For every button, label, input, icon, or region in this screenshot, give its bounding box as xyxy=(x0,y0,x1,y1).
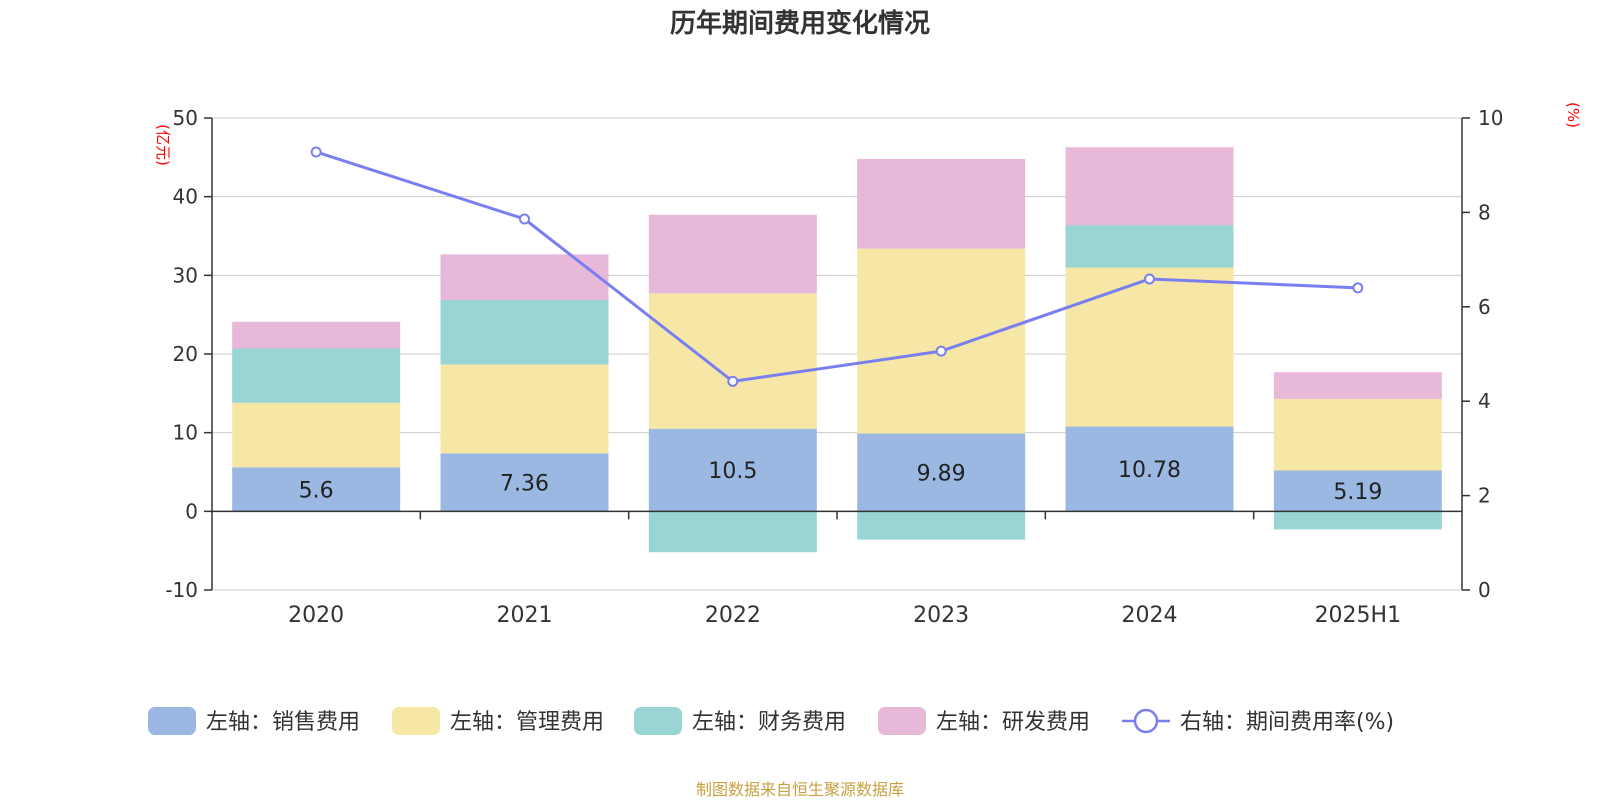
rate-point xyxy=(935,345,947,357)
legend-label: 左轴：研发费用 xyxy=(936,710,1090,735)
bar-1-2025H1 xyxy=(1273,470,1442,512)
right-axis-tick-label: 0 xyxy=(1478,578,1491,602)
x-axis-label: 2020 xyxy=(288,603,344,628)
bar-2-2023 xyxy=(857,248,1026,434)
legend-swatch xyxy=(148,707,196,735)
legend: 左轴：销售费用 左轴：管理费用 左轴：财务费用 左轴：研发费用 右轴：期间费用率(%) xyxy=(148,707,1394,735)
left-axis-tick-label: 50 xyxy=(173,106,198,130)
left-axis-tick-label: 40 xyxy=(173,185,198,209)
bar-1-2021 xyxy=(440,453,609,512)
bar-4-2023 xyxy=(857,158,1026,249)
bar-1-2022 xyxy=(648,428,817,512)
bar-4-2024 xyxy=(1065,147,1234,226)
left-axis-tick-label: 10 xyxy=(173,421,198,445)
bar-3-2024 xyxy=(1065,225,1234,268)
legend-label: 右轴：期间费用率(%) xyxy=(1180,710,1394,735)
rate-point xyxy=(519,213,530,225)
rate-point xyxy=(727,375,739,387)
right-axis-tick-label: 4 xyxy=(1478,389,1491,413)
right-axis-unit: (%) xyxy=(1564,102,1582,128)
rate-point xyxy=(1352,282,1364,294)
x-axis-label: 2022 xyxy=(705,603,761,628)
data-label: 10.5 xyxy=(708,459,757,484)
bar-4-2020 xyxy=(232,321,401,349)
bar-2-2024 xyxy=(1065,267,1234,427)
bar-4-2021 xyxy=(440,254,609,301)
gridlines xyxy=(212,117,1462,591)
legend-circle-marker xyxy=(1133,708,1159,734)
data-labels: 5.6 7.36 10.5 9.89 10.78 5.19 xyxy=(299,458,1383,505)
rate-point xyxy=(310,146,322,158)
x-axis-label: 2023 xyxy=(913,603,969,628)
bar-3-2025H1 xyxy=(1273,511,1442,530)
bar-4-2022 xyxy=(648,214,817,294)
right-axis-tick-label: 6 xyxy=(1478,295,1491,319)
legend-label: 左轴：销售费用 xyxy=(206,710,360,735)
data-label: 7.36 xyxy=(500,471,549,496)
data-label: 5.6 xyxy=(299,478,334,503)
bar-2-2021 xyxy=(440,364,609,454)
left-axis-tick-label: 0 xyxy=(185,499,198,523)
left-axis-tick-label: 20 xyxy=(173,342,198,366)
left-axis-tick-label: -10 xyxy=(165,578,198,602)
left-axis-tick-label: 30 xyxy=(173,263,198,287)
x-axis-label: 2021 xyxy=(497,603,553,628)
legend-label: 左轴：管理费用 xyxy=(450,710,604,735)
bar-3-2022 xyxy=(648,511,817,553)
bar-2-2025H1 xyxy=(1273,398,1442,471)
bars xyxy=(232,147,1442,553)
bar-3-2021 xyxy=(440,300,609,365)
bar-1-2024 xyxy=(1065,426,1234,512)
right-axis-tick-label: 10 xyxy=(1478,106,1503,130)
bar-4-2025H1 xyxy=(1273,372,1442,399)
bar-1-2023 xyxy=(857,433,1026,512)
legend-swatch xyxy=(634,707,682,735)
rate-line-path xyxy=(315,150,1358,383)
x-axis-label: 2024 xyxy=(1122,603,1178,628)
legend-swatch xyxy=(878,707,926,735)
data-label: 9.89 xyxy=(917,461,966,486)
rate-point xyxy=(1144,273,1155,285)
chart-title: 历年期间费用变化情况 xyxy=(670,8,930,39)
data-label: 10.78 xyxy=(1118,458,1181,483)
legend-swatch xyxy=(392,707,440,735)
bar-2-2020 xyxy=(232,402,401,468)
bar-2-2022 xyxy=(648,293,817,429)
data-label: 5.19 xyxy=(1333,480,1382,505)
legend-label: 左轴：财务费用 xyxy=(692,710,846,735)
left-axis-unit: (亿元) xyxy=(154,124,172,166)
right-axis-tick-label: 2 xyxy=(1478,484,1491,508)
bar-3-2020 xyxy=(232,348,401,403)
bar-3-2023 xyxy=(857,511,1026,540)
bar-1-2020 xyxy=(232,467,401,512)
source-note: 制图数据来自恒生聚源数据库 xyxy=(696,780,904,799)
x-axis-label: 2025H1 xyxy=(1315,603,1402,628)
right-axis-tick-label: 8 xyxy=(1478,200,1491,224)
rate-line xyxy=(310,146,1364,387)
